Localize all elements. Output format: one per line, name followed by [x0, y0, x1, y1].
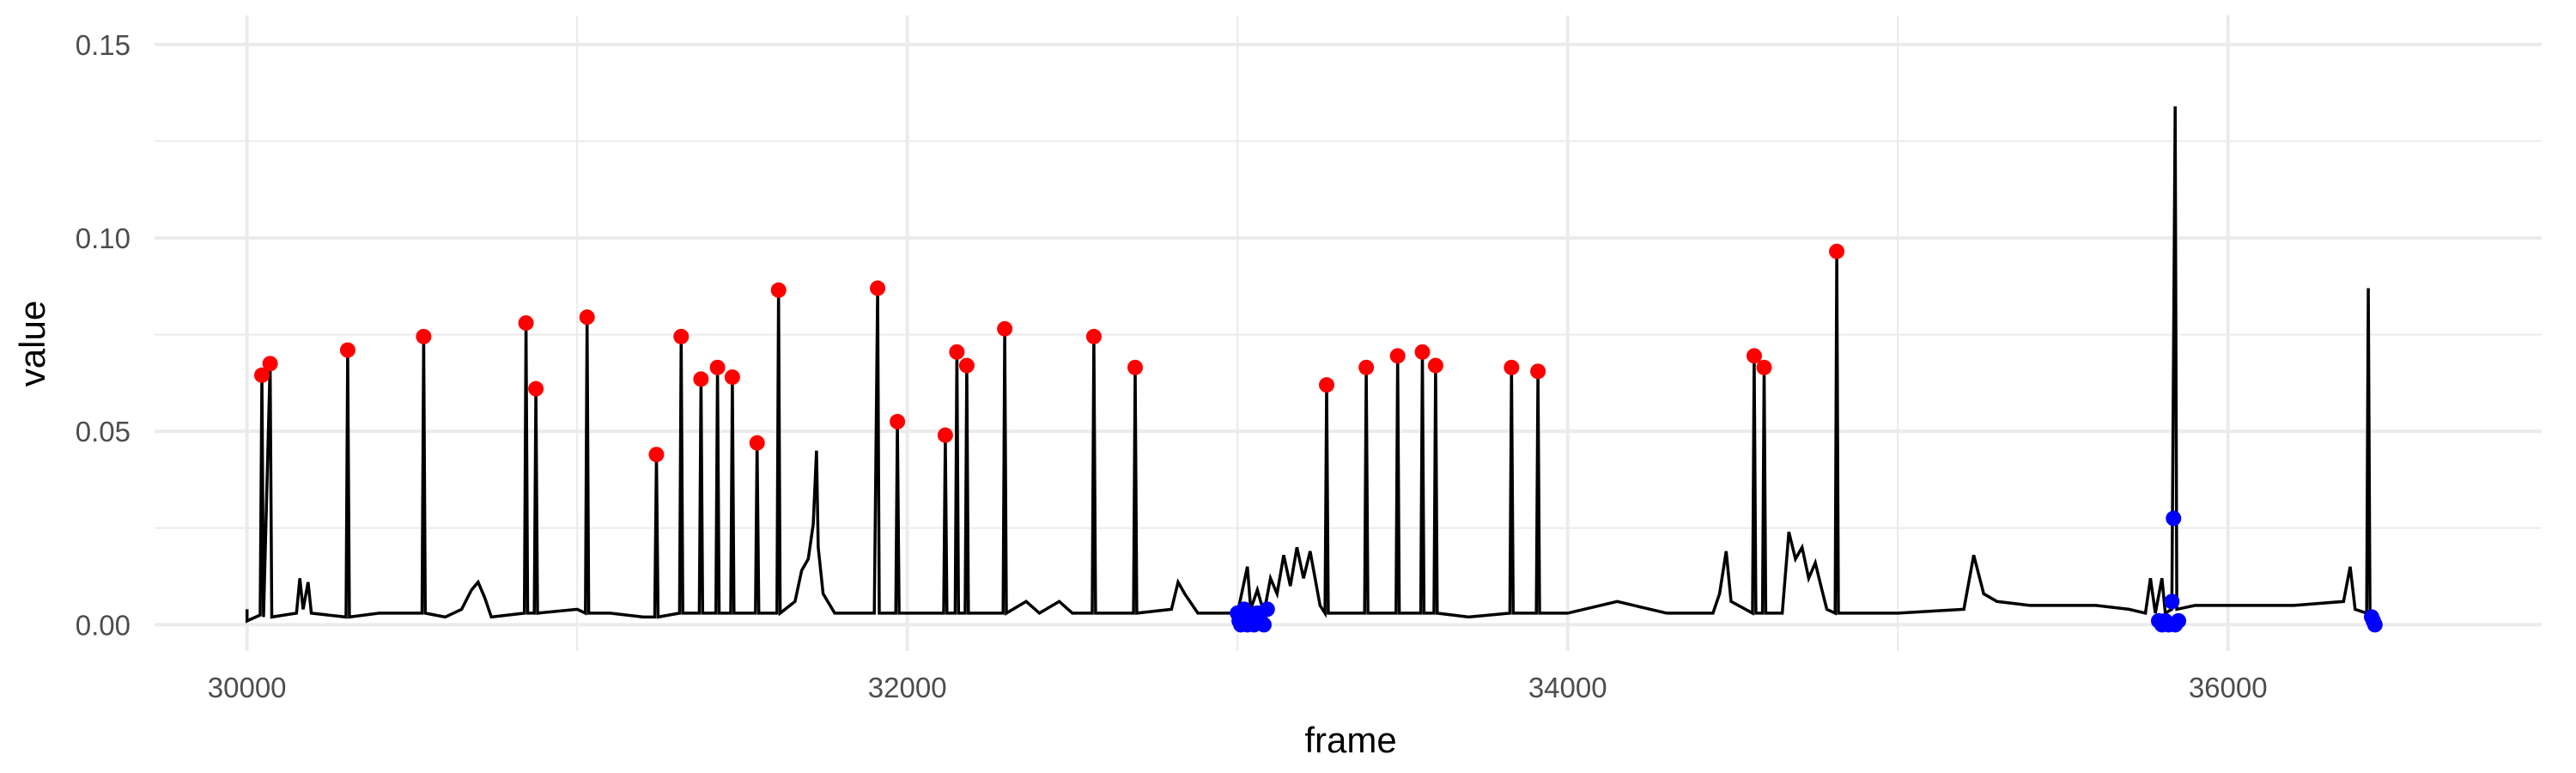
red-point — [1746, 348, 1762, 364]
blue-point — [2171, 612, 2187, 629]
red-point — [579, 309, 595, 326]
x-axis-title: frame — [1304, 720, 1396, 760]
red-point — [1414, 344, 1431, 360]
red-point — [770, 282, 787, 298]
red-point — [253, 367, 270, 383]
red-point — [673, 328, 690, 344]
red-point — [262, 356, 278, 372]
red-point — [749, 435, 765, 451]
blue-point — [2166, 510, 2182, 526]
red-point — [1530, 363, 1546, 380]
blue-point — [2366, 617, 2383, 633]
red-point — [724, 369, 740, 386]
red-point — [1319, 377, 1335, 393]
x-tick-label: 36000 — [2189, 672, 2268, 703]
y-tick-label: 0.10 — [76, 222, 131, 254]
red-point — [1504, 359, 1520, 375]
y-axis-title: value — [12, 301, 52, 386]
y-tick-label: 0.15 — [76, 29, 131, 61]
red-point — [693, 371, 709, 387]
grid-major — [155, 15, 2542, 651]
red-point — [528, 380, 544, 397]
red-point — [1358, 359, 1375, 375]
red-point — [949, 344, 965, 360]
blue-point — [1255, 617, 1272, 633]
red-point — [1127, 359, 1143, 375]
red-point — [958, 357, 975, 374]
blue-point — [1259, 601, 1275, 618]
red-point — [1427, 357, 1443, 374]
red-point — [416, 328, 432, 344]
grid-minor — [155, 15, 2542, 651]
red-point — [890, 413, 906, 429]
x-axis-ticks: 30000 32000 34000 36000 — [208, 672, 2268, 703]
red-point — [997, 320, 1013, 337]
red-point — [518, 315, 534, 332]
y-axis-ticks: 0.00 0.05 0.10 0.15 — [76, 29, 131, 642]
red-point — [1756, 359, 1772, 375]
blue-points — [1230, 510, 2383, 633]
y-tick-label: 0.00 — [76, 609, 131, 641]
y-tick-label: 0.05 — [76, 416, 131, 447]
red-point — [1389, 348, 1406, 364]
red-point — [339, 342, 355, 358]
x-tick-label: 30000 — [208, 672, 287, 703]
blue-point — [2164, 593, 2180, 610]
red-point — [1829, 243, 1845, 259]
red-point — [870, 280, 886, 296]
series-line — [245, 106, 2375, 624]
red-point — [648, 447, 665, 463]
red-point — [1085, 328, 1102, 344]
red-points — [253, 243, 1845, 463]
x-tick-label: 34000 — [1528, 672, 1607, 703]
x-tick-label: 32000 — [868, 672, 947, 703]
red-point — [709, 359, 726, 375]
red-point — [937, 427, 953, 443]
